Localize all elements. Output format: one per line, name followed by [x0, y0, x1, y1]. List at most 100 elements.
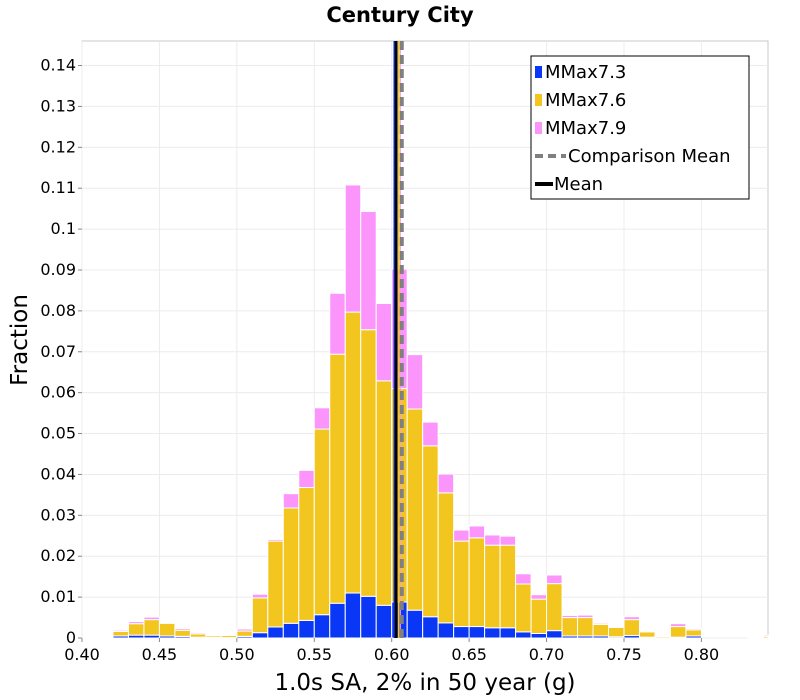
bar-segment-mmax76: [127, 623, 145, 636]
y-tick-label: 0.14: [40, 56, 76, 75]
bar-segment-mmax76: [329, 353, 346, 604]
bar-segment-mmax79: [143, 616, 160, 621]
y-tick-label: 0.01: [40, 587, 76, 606]
bar-segment-mmax76: [453, 540, 470, 628]
x-tick-label: 0.60: [374, 645, 410, 664]
y-tick-label: 0.04: [40, 464, 76, 483]
x-tick-label: 0.50: [219, 645, 255, 664]
y-tick-label: 0.13: [40, 96, 76, 115]
bar-segment-mmax76: [158, 622, 176, 637]
x-tick-label: 0.40: [64, 645, 100, 664]
bar-segment-mmax73: [515, 631, 532, 639]
y-tick-label: 0.08: [40, 301, 76, 320]
bar-segment-mmax76: [592, 624, 610, 637]
y-tick-label: 0: [66, 628, 76, 647]
legend-swatch: [535, 122, 542, 134]
bar-segment-mmax79: [251, 593, 269, 599]
bar-segment-mmax76: [298, 487, 315, 621]
bar-segment-mmax79: [282, 493, 300, 509]
x-tick-label: 0.55: [296, 645, 332, 664]
legend-box: [530, 55, 750, 200]
y-tick-label: 0.02: [40, 546, 76, 565]
legend-label: MMax7.9: [545, 118, 626, 139]
legend-label: Mean: [554, 174, 603, 195]
bar-segment-mmax73: [251, 632, 269, 639]
bar-segment-mmax79: [236, 628, 253, 632]
bar-segment-mmax79: [313, 407, 331, 430]
bar-segment-mmax79: [608, 626, 625, 628]
bar-segment-mmax79: [127, 621, 145, 625]
bar-segment-mmax76: [577, 617, 594, 637]
bar-segment-mmax76: [654, 636, 671, 639]
bar-segment-mmax73: [344, 592, 362, 639]
bar-segment-mmax79: [267, 538, 284, 542]
bar-segment-mmax73: [406, 609, 424, 639]
bar-segment-mmax79: [592, 622, 610, 626]
bar-segment-mmax73: [437, 622, 455, 639]
bar-segment-mmax76: [344, 311, 362, 594]
bar-segment-mmax76: [515, 583, 532, 633]
bar-segment-mmax76: [499, 544, 517, 629]
y-tick-label: 0.09: [40, 260, 76, 279]
x-tick-label: 0.70: [529, 645, 565, 664]
bar-segment-mmax79: [437, 473, 455, 494]
bar-segment-mmax76: [267, 540, 284, 628]
bar-segment-mmax79: [375, 303, 393, 382]
bar-segment-mmax73: [484, 627, 501, 639]
bar-segment-mmax73: [298, 619, 315, 639]
legend-label: MMax7.6: [545, 90, 626, 111]
x-axis-title: 1.0s SA, 2% in 50 year (g): [274, 670, 575, 696]
bar-segment-mmax76: [174, 629, 191, 637]
legend-label: MMax7.3: [545, 62, 626, 83]
bar-segment-mmax79: [112, 629, 129, 632]
y-tick-label: 0.12: [40, 137, 76, 156]
bar-segment-mmax73: [282, 622, 300, 639]
bar-segment-mmax73: [375, 604, 393, 639]
bar-segment-mmax76: [530, 598, 548, 635]
bar-segment-mmax76: [360, 329, 377, 597]
bars: [81, 184, 769, 639]
bar-segment-mmax76: [112, 630, 129, 637]
bar-segment-mmax76: [282, 507, 300, 624]
bar-segment-mmax76: [561, 617, 579, 637]
bar-segment-mmax73: [313, 614, 331, 639]
legend-swatch: [535, 66, 542, 78]
bar-segment-mmax76: [484, 544, 501, 629]
x-tick-label: 0.45: [142, 645, 178, 664]
bar-segment-mmax73: [530, 633, 548, 639]
bar-segment-mmax76: [685, 629, 702, 637]
x-tick-label: 0.75: [606, 645, 642, 664]
mean-lines: [393, 41, 404, 638]
bar-segment-mmax76: [437, 492, 455, 624]
y-axis-title: Fraction: [7, 294, 33, 386]
bar-segment-mmax79: [669, 623, 687, 628]
legend: MMax7.3 MMax7.6 MMax7.9 Comparison Mean Mean: [530, 55, 750, 200]
bar-segment-mmax79: [422, 421, 439, 447]
bar-segment-mmax76: [623, 619, 640, 637]
bar-segment-mmax79: [762, 634, 769, 637]
bar-segment-mmax79: [530, 594, 548, 600]
x-tick-label: 0.65: [451, 645, 487, 664]
bar-segment-mmax73: [468, 626, 486, 639]
bar-segment-mmax76: [422, 445, 439, 618]
bar-segment-mmax79: [623, 616, 640, 621]
bar-segment-mmax76: [236, 630, 253, 637]
bar-segment-mmax79: [298, 469, 315, 489]
y-tick-label: 0.06: [40, 383, 76, 402]
y-tick-label: 0.07: [40, 342, 76, 361]
bar-segment-mmax76: [669, 626, 687, 638]
bar-segment-mmax79: [406, 354, 424, 410]
bar-segment-mmax79: [344, 184, 362, 313]
bar-segment-mmax79: [158, 621, 176, 624]
bar-segment-mmax79: [577, 614, 594, 619]
y-tick-label: 0.11: [40, 178, 76, 197]
legend-swatch: [535, 94, 542, 106]
bar-segment-mmax73: [329, 602, 346, 639]
bar-segment-mmax79: [515, 573, 532, 585]
bar-segment-mmax76: [638, 631, 656, 638]
y-axis: 0 0.01 0.02 0.03 0.04 0.05 0.06 0.07 0.08 0.09 0.1…: [40, 56, 82, 647]
x-axis: 0.40 0.45 0.50 0.55 0.60 0.65 0.70 0.75 0.80: [64, 638, 719, 664]
bar-segment-mmax73: [453, 626, 470, 639]
bar-segment-mmax76: [251, 597, 269, 634]
